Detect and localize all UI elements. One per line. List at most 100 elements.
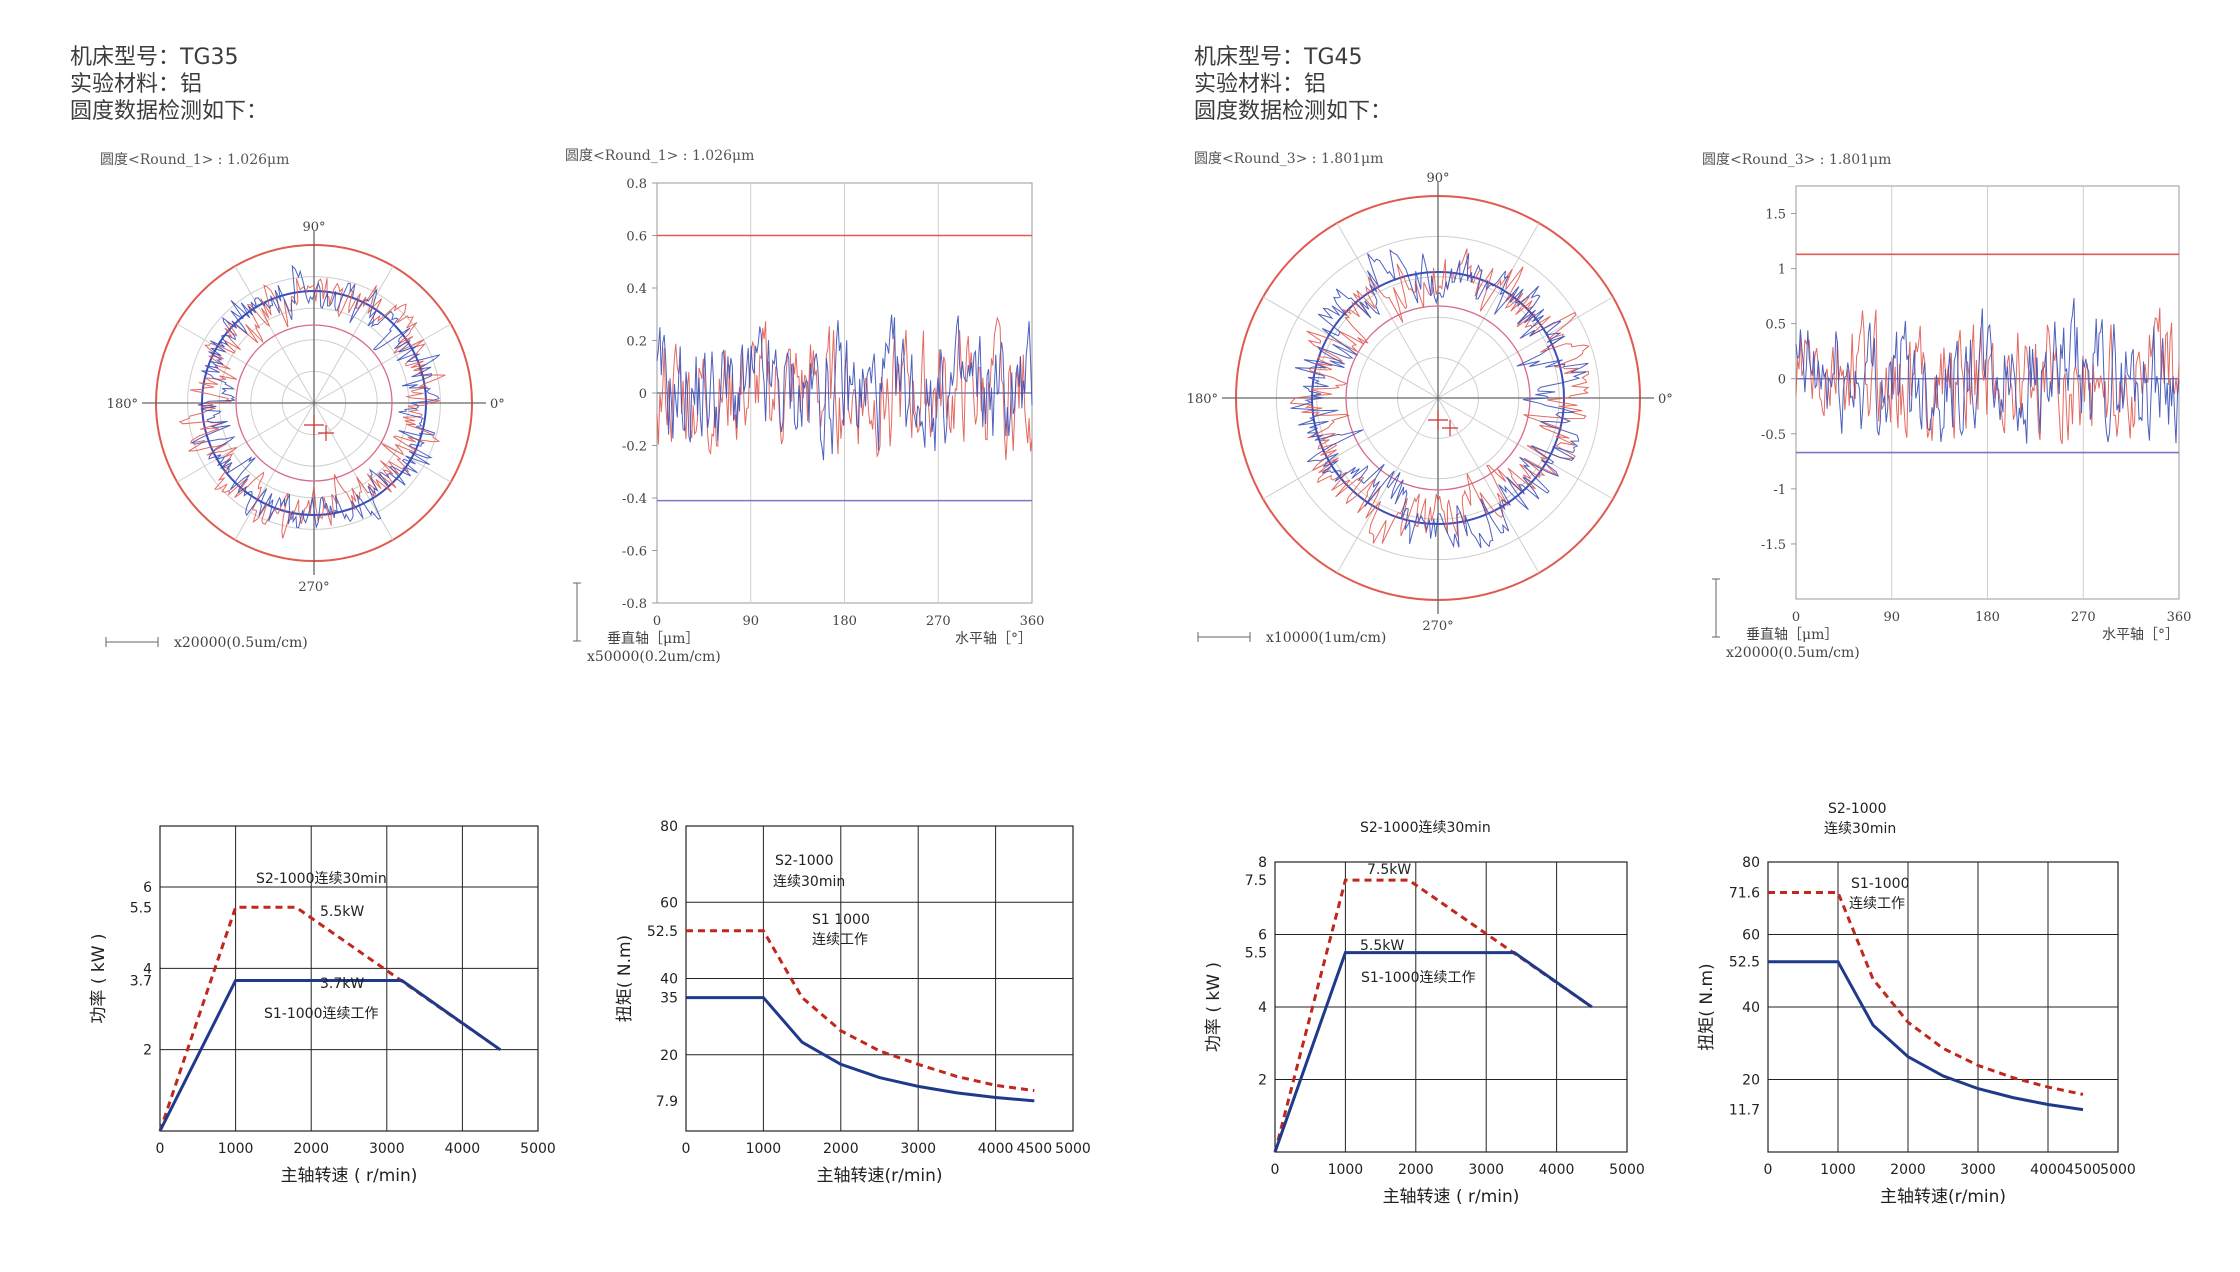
- inner-limit-circle: [235, 324, 393, 482]
- axis-label-y: 功率 ( kW ): [1204, 962, 1224, 1052]
- deviation-trace-blue: [1795, 298, 2180, 444]
- y-tick-label: 0.4: [626, 282, 647, 297]
- polar-tg45: 圆度<Round_3> : 1.801μm 90° 180° 0° 270° x10000…: [1187, 151, 1673, 646]
- grid-spoke: [313, 265, 394, 404]
- y-tick-label: 1: [1778, 263, 1786, 278]
- grid-spoke: [313, 402, 452, 483]
- y-tick-label: -0.6: [622, 545, 647, 560]
- x-tick-label: 0: [1764, 1162, 1773, 1178]
- machine-model-line: 机床型号：TG35: [70, 45, 239, 70]
- y-tick-label: 52.5: [647, 924, 678, 940]
- series-s1-solid: [686, 996, 1035, 1103]
- angle-label: 180°: [107, 397, 138, 412]
- y-tick-label: 6: [143, 880, 152, 896]
- y-tick-label: 35: [660, 991, 678, 1007]
- x-tick-label: 0: [156, 1141, 165, 1157]
- x-tick-label: 4000: [978, 1141, 1014, 1157]
- angle-label: 180°: [1187, 392, 1218, 407]
- left-header: 机床型号：TG35 实验材料：铝 圆度数据检测如下：: [70, 44, 268, 125]
- y-tick-label: -0.4: [622, 492, 647, 507]
- x-tick-label: 180: [1975, 610, 2000, 625]
- centre-marker: [1428, 410, 1458, 436]
- inner-limit-circle: [1345, 305, 1531, 491]
- angle-label: 90°: [1426, 171, 1449, 186]
- plot-frame: [159, 825, 539, 1132]
- x-tick-label: 5000: [1609, 1162, 1645, 1178]
- machine-model-line: 机床型号：TG45: [1194, 45, 1363, 70]
- torque-tg45: 80 71.6 60 52.5 40 20 11.7 0 1000 2000 3000 4000 450…: [1697, 801, 2136, 1207]
- x-tick-label: 3000: [369, 1141, 405, 1157]
- annotation: 连续30min: [1824, 820, 1896, 837]
- x-tick-label: 270: [926, 614, 951, 629]
- grid-spoke: [1437, 296, 1614, 399]
- roundness-trace-red: [178, 278, 446, 539]
- centre-marker: [304, 415, 334, 441]
- x-tick-label: 4000: [2030, 1162, 2066, 1178]
- scale-label: x20000(0.5um/cm): [174, 635, 308, 651]
- y-tick-label: 40: [660, 972, 678, 988]
- chart-title: 圆度<Round_3> : 1.801μm: [1702, 152, 1891, 168]
- power-tg35: 6 5.5 43.7 2 0 1000 2000 3000 4000 5000 主轴转速 ( r/m…: [89, 825, 556, 1186]
- annotation: 5.5kW: [1360, 938, 1404, 954]
- x-tick-label: 2000: [1890, 1162, 1926, 1178]
- grid-spoke: [313, 402, 394, 541]
- y-tick-label: 0: [1778, 373, 1786, 388]
- y-tick-label: 2: [1258, 1073, 1267, 1089]
- axis-label-y: 功率 ( kW ): [89, 933, 109, 1023]
- y-tick-label: 6: [1258, 928, 1267, 944]
- x-tick-label: 3000: [900, 1141, 936, 1157]
- roundness-line: 圆度数据检测如下：: [70, 99, 269, 124]
- scale-bar-ticks: [105, 637, 159, 647]
- annotation: S2-1000连续30min: [1360, 819, 1491, 836]
- x-tick-label: 270: [2071, 610, 2096, 625]
- series-s2-dashed: [686, 929, 1035, 1093]
- grid-spoke: [176, 323, 315, 404]
- y-tick-label: 60: [660, 895, 678, 911]
- axis-label-y: 垂直轴［μm］: [607, 630, 699, 647]
- angle-label: 0°: [1658, 392, 1673, 407]
- x-tick-label: 5000: [2100, 1162, 2136, 1178]
- axis-label-x: 主轴转速(r/min): [816, 1166, 942, 1186]
- x-tick-label: 3000: [1468, 1162, 1504, 1178]
- annotation: S2-1000: [1828, 801, 1886, 817]
- blue-limit-circle: [201, 290, 427, 516]
- x-tick-label: 180: [832, 614, 857, 629]
- x-tick-label: 4000: [1539, 1162, 1575, 1178]
- power-tg45: 8 7.5 6 5.5 4 2 0 1000 2000 3000 4000 5000 主轴转速 ( r/…: [1204, 819, 1645, 1207]
- y-tick-label: 0.5: [1765, 318, 1786, 333]
- axis-label-x: 主轴转速 ( r/min): [1383, 1187, 1520, 1207]
- grid-spoke: [1262, 296, 1439, 399]
- x-tick-label: 0: [682, 1141, 691, 1157]
- deviation-trace-blue: [656, 314, 1033, 461]
- scale-bar: [1712, 578, 1720, 638]
- x-tick-label: 1000: [746, 1141, 782, 1157]
- y-tick-label: 5.5: [1245, 946, 1267, 962]
- axis-label-x: 水平轴［°］: [955, 631, 1032, 647]
- y-tick-label: 0: [639, 387, 647, 402]
- y-tick-label: 1.5: [1765, 208, 1786, 223]
- x-tick-label: 90: [1883, 610, 1900, 625]
- x-tick-label: 360: [2167, 610, 2192, 625]
- angle-label: 90°: [302, 220, 325, 235]
- linear-tg35: 圆度<Round_1> : 1.026μm 0 90 180 270 360 0.8 0.6 0…: [565, 148, 1044, 665]
- series-s2-dashed: [158, 905, 502, 1132]
- y-tick-label: 8: [1258, 855, 1267, 871]
- angle-label: 0°: [490, 397, 505, 412]
- annotation: 7.5kW: [1367, 862, 1411, 878]
- grid-spoke: [1336, 222, 1439, 399]
- y-tick-label: -0.2: [622, 440, 647, 455]
- grid-spoke: [234, 402, 315, 541]
- series-s2-dashed: [1768, 891, 2084, 1096]
- x-tick-label: 3000: [1960, 1162, 1996, 1178]
- y-tick-label: -1.5: [1761, 538, 1786, 553]
- y-tick-label: 4: [143, 961, 152, 977]
- grid-spoke: [1262, 397, 1439, 500]
- roundness-trace-red: [1289, 248, 1590, 544]
- scale-bar: [573, 582, 581, 642]
- annotation: 3.7kW: [320, 976, 364, 992]
- x-tick-label: 2000: [1398, 1162, 1434, 1178]
- x-tick-label: 0: [1792, 610, 1800, 625]
- y-tick-label: 7.9: [656, 1094, 678, 1110]
- annotation: S2-1000: [775, 853, 833, 869]
